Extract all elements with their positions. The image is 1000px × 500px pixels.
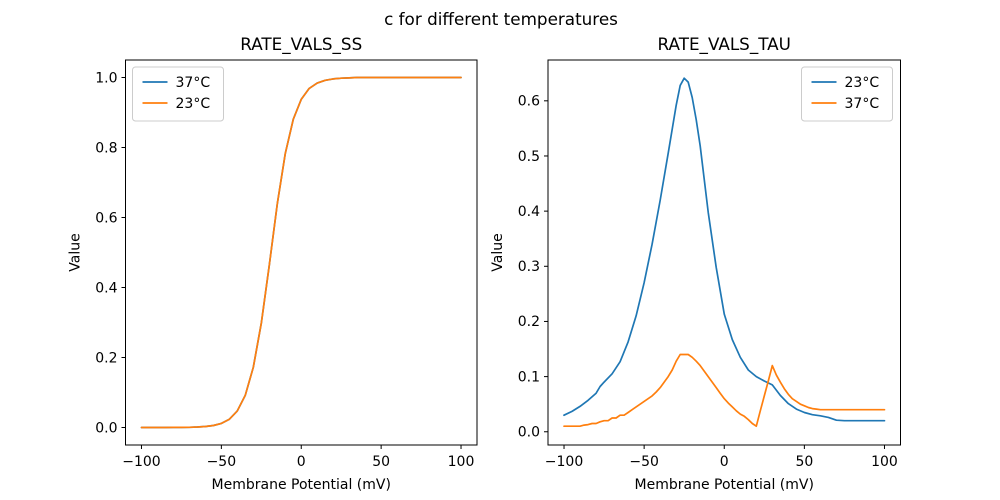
legend-box	[132, 66, 224, 122]
y-tick-label: 0.6	[95, 210, 117, 226]
series-line-37c	[563, 353, 886, 428]
y-axis-label: Value	[490, 233, 506, 271]
x-tick-label: −50	[207, 454, 237, 470]
x-tick-label: −100	[122, 454, 160, 470]
y-tick-label: 0.8	[95, 140, 117, 156]
y-tick-label: 0.4	[518, 204, 540, 220]
chart-rate-vals-ss: RATE_VALS_SS Membrane Potential (mV) Value…	[68, 34, 478, 493]
legend: 37°C 23°C	[132, 66, 224, 122]
subplot-title: RATE_VALS_SS	[240, 34, 362, 55]
legend-label: 23°C	[845, 75, 880, 91]
legend-label: 23°C	[176, 96, 211, 112]
x-tick-label: 50	[372, 454, 390, 470]
x-tick-label: −100	[545, 454, 583, 470]
subplot-title: RATE_VALS_TAU	[658, 34, 791, 55]
figure-suptitle: c for different temperatures	[384, 9, 618, 29]
y-tick-label: 1.0	[95, 70, 117, 86]
x-axis-label: Membrane Potential (mV)	[635, 477, 814, 493]
legend: 23°C 37°C	[801, 66, 893, 122]
x-tick-label: −50	[629, 454, 659, 470]
y-tick-label: 0.1	[518, 369, 540, 385]
series-line-23c	[140, 76, 462, 429]
y-axis-label: Value	[68, 233, 84, 271]
legend-label: 37°C	[845, 96, 880, 112]
axes-frame	[547, 59, 901, 446]
y-tick-label: 0.6	[518, 94, 540, 110]
chart-rate-vals-tau: RATE_VALS_TAU Membrane Potential (mV) Valu…	[490, 34, 901, 493]
y-tick-label: 0.3	[518, 259, 540, 275]
x-tick-label: 100	[448, 454, 475, 470]
legend-box	[801, 66, 893, 122]
axes-frame	[125, 59, 478, 446]
y-tick-label: 0.5	[518, 149, 540, 165]
x-tick-label: 0	[297, 454, 306, 470]
y-tick-label: 0.2	[95, 350, 117, 366]
y-tick-label: 0.0	[95, 420, 117, 436]
y-tick-label: 0.2	[518, 314, 540, 330]
x-axis-label: Membrane Potential (mV)	[212, 477, 391, 493]
x-tick-label: 0	[720, 454, 729, 470]
x-tick-label: 50	[795, 454, 813, 470]
y-tick-label: 0.0	[518, 425, 540, 441]
series-line-37c	[140, 76, 462, 429]
legend-label: 37°C	[176, 75, 211, 91]
y-tick-label: 0.4	[95, 280, 117, 296]
series-line-23c	[563, 77, 886, 422]
x-tick-label: 100	[871, 454, 898, 470]
